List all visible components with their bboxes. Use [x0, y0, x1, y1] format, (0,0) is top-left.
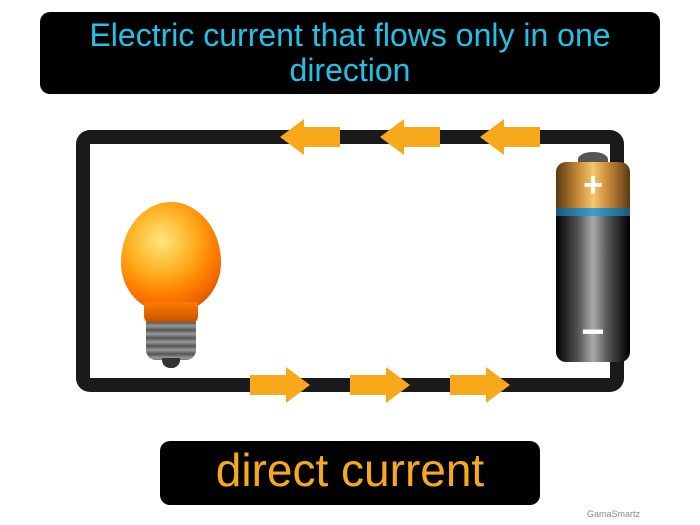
battery-plus-icon: + [556, 168, 630, 202]
definition-text: Electric current that flows only in one … [60, 18, 640, 88]
bulb-base [146, 322, 196, 360]
bulb-neck [144, 302, 198, 324]
definition-box: Electric current that flows only in one … [40, 12, 660, 94]
circuit-diagram: + − [60, 116, 640, 416]
term-text: direct current [180, 443, 520, 497]
wire-left [76, 130, 90, 392]
battery: + − [556, 162, 630, 362]
bulb-tip [162, 358, 180, 368]
bulb-glass [121, 202, 221, 312]
term-box: direct current [160, 441, 540, 505]
light-bulb [116, 202, 226, 362]
battery-band [556, 208, 630, 216]
watermark: GamaSmartz [587, 509, 640, 519]
battery-minus-icon: − [556, 312, 630, 352]
